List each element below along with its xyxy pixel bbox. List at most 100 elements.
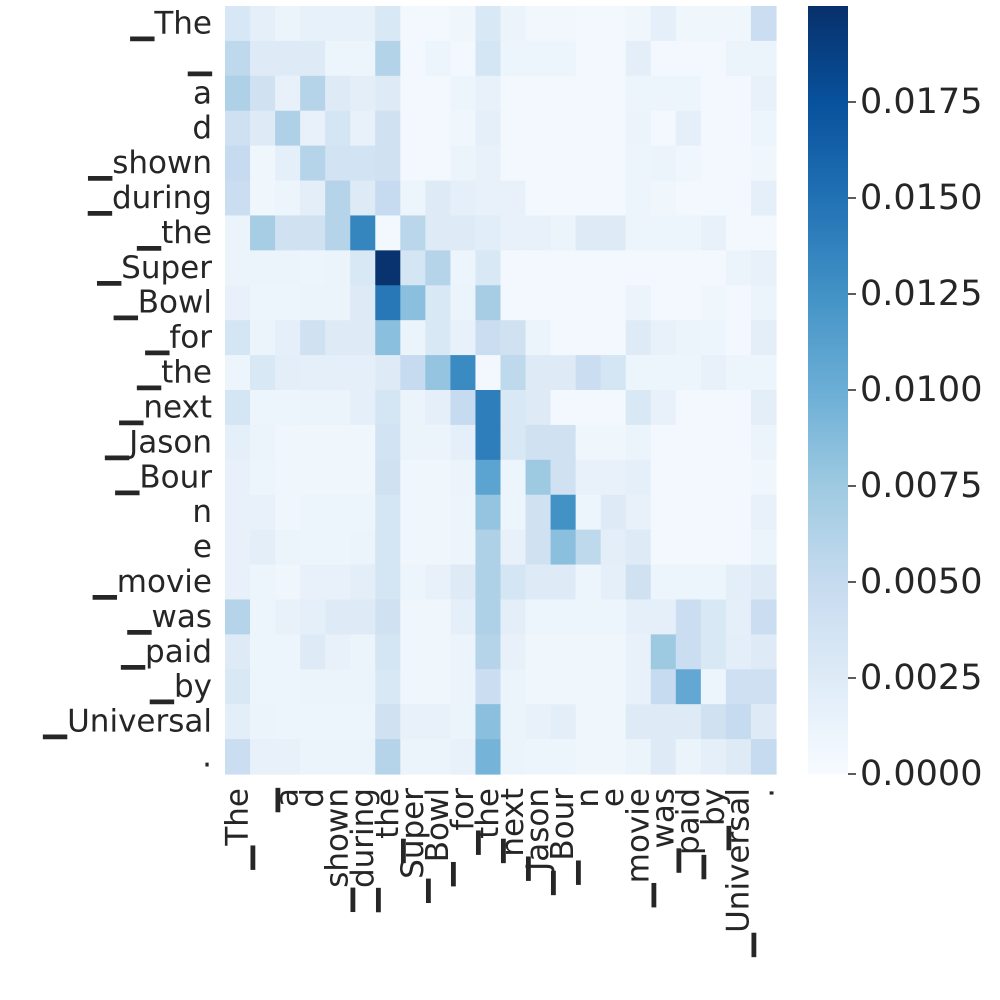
heatmap-cell — [400, 669, 426, 705]
heatmap-cell — [275, 564, 301, 601]
heatmap-cell — [750, 320, 777, 356]
heatmap-cell — [400, 285, 426, 321]
heatmap-cell — [700, 250, 727, 286]
heatmap-cell — [625, 459, 652, 496]
heatmap-cell — [275, 215, 301, 251]
heatmap-cell — [675, 494, 702, 531]
heatmap-cell — [675, 180, 702, 217]
heatmap-cell — [725, 215, 752, 251]
heatmap-cell — [625, 110, 652, 147]
heatmap-cell — [425, 215, 452, 251]
heatmap-cell — [575, 250, 602, 286]
column-label: ▁paid — [670, 788, 706, 880]
heatmap-cell — [550, 494, 577, 531]
heatmap-cell — [325, 494, 351, 531]
heatmap-cell — [575, 564, 602, 601]
heatmap-cell — [400, 459, 426, 496]
heatmap-cell — [525, 564, 552, 601]
heatmap-cell — [650, 6, 677, 42]
heatmap-cell — [525, 75, 552, 112]
column-label: ▁movie — [620, 788, 656, 908]
heatmap-cell — [700, 634, 727, 670]
heatmap-cell — [625, 6, 652, 42]
heatmap-cell — [750, 180, 777, 217]
heatmap-cell — [475, 599, 502, 635]
heatmap-cell — [575, 704, 602, 740]
heatmap-cell — [400, 215, 426, 251]
heatmap-cell — [725, 424, 752, 461]
heatmap-cell — [700, 6, 727, 42]
heatmap-cell — [575, 739, 602, 775]
heatmap-cell — [325, 669, 351, 705]
heatmap-cell — [450, 739, 477, 775]
heatmap-cell — [525, 215, 552, 251]
heatmap-cell — [725, 75, 752, 112]
heatmap-cell — [425, 75, 452, 112]
heatmap-cell — [600, 285, 627, 321]
heatmap-cell — [725, 285, 752, 321]
heatmap-cell — [650, 180, 677, 217]
heatmap-cell — [250, 390, 276, 426]
heatmap-cell — [575, 75, 602, 112]
heatmap-cell — [500, 494, 527, 531]
heatmap-cell — [375, 529, 401, 566]
heatmap-cell — [375, 424, 401, 461]
heatmap-cell — [700, 529, 727, 566]
heatmap-cell — [250, 564, 276, 601]
heatmap-cell — [675, 599, 702, 635]
column-label: ▁Jason — [520, 788, 556, 896]
heatmap-cell — [725, 494, 752, 531]
column-label: ▁Super — [395, 788, 431, 904]
heatmap-cell — [450, 145, 477, 182]
heatmap-cell — [425, 40, 452, 77]
heatmap-cell — [525, 320, 552, 356]
heatmap-cell — [675, 355, 702, 391]
heatmap-cell — [650, 634, 677, 670]
heatmap-cell — [375, 459, 401, 496]
row-label: ▁the — [136, 215, 212, 251]
heatmap-cell — [250, 634, 276, 670]
heatmap-cell — [700, 180, 727, 217]
heatmap-cell — [625, 180, 652, 217]
heatmap-cell — [475, 634, 502, 670]
colorbar-tick-label: 0.0150 — [860, 178, 982, 218]
heatmap-cell — [475, 40, 502, 77]
heatmap-cell — [475, 215, 502, 251]
colorbar-tick-label: 0.0125 — [860, 274, 982, 314]
heatmap-cell — [550, 75, 577, 112]
heatmap-cell — [225, 145, 251, 182]
heatmap-cell — [475, 180, 502, 217]
heatmap-cell — [275, 599, 301, 635]
heatmap-cell — [225, 355, 251, 391]
heatmap-cell — [650, 355, 677, 391]
heatmap-cell — [225, 424, 251, 461]
column-label: ▁for — [445, 788, 481, 856]
heatmap-cell — [350, 355, 376, 391]
heatmap-cell — [725, 40, 752, 77]
column-label: ▁by — [695, 788, 731, 851]
row-label: ▁paid — [120, 634, 212, 670]
column-label: ▁Bour — [545, 788, 581, 886]
heatmap-cell — [300, 739, 326, 775]
heatmap-cell — [425, 285, 452, 321]
heatmap-cell — [600, 634, 627, 670]
heatmap-cell — [650, 424, 677, 461]
heatmap-cell — [450, 355, 477, 391]
row-label: a — [193, 75, 212, 111]
heatmap-cell — [425, 459, 452, 496]
heatmap-cell — [250, 145, 276, 182]
heatmap-cell — [400, 739, 426, 775]
heatmap-cell — [350, 424, 376, 461]
row-label: ▁next — [118, 389, 212, 425]
heatmap-cell — [325, 40, 351, 77]
heatmap-cell — [625, 355, 652, 391]
heatmap-cell — [550, 739, 577, 775]
row-label: . — [202, 739, 212, 775]
heatmap-cell — [600, 424, 627, 461]
heatmap-cell — [325, 704, 351, 740]
column-label: ▁the — [470, 788, 506, 864]
heatmap-cell — [425, 494, 452, 531]
heatmap-cell — [475, 739, 502, 775]
heatmap-cell — [550, 145, 577, 182]
heatmap-cell — [475, 529, 502, 566]
